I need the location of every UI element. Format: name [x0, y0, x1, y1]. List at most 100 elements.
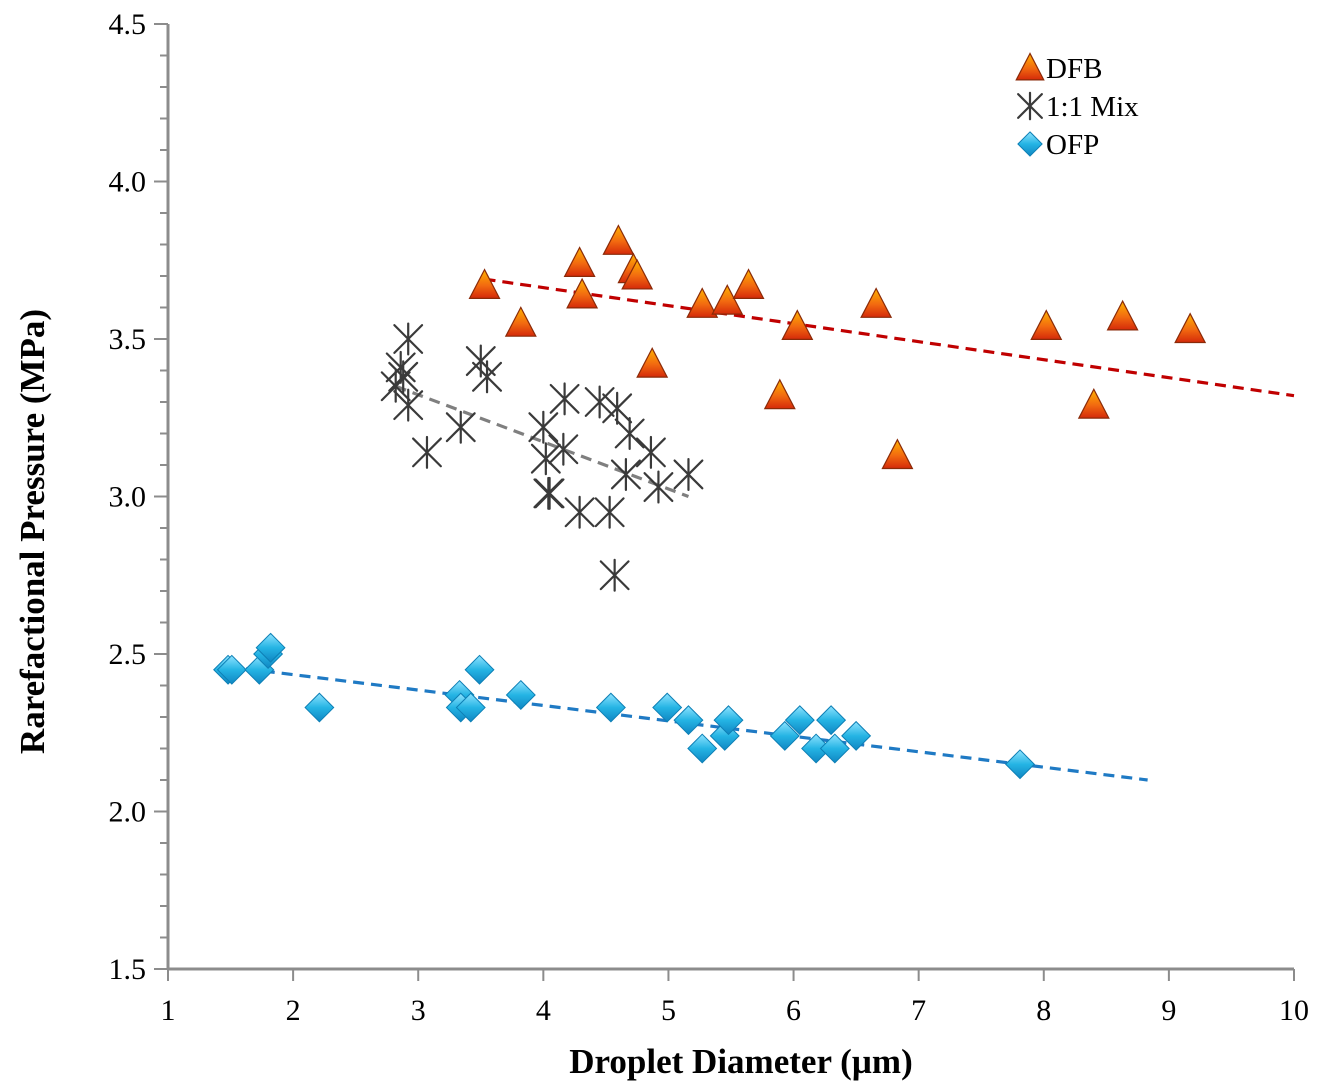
data-point-1-1-mix	[393, 322, 424, 356]
star-stroke	[614, 418, 645, 449]
data-point-1-1-mix	[635, 435, 666, 469]
star-stroke	[1017, 93, 1043, 119]
star-stroke	[643, 472, 674, 503]
legend-marker-ofp	[1017, 131, 1043, 157]
data-point-1-1-mix	[385, 350, 416, 384]
data-point-dfb	[1106, 299, 1139, 331]
x-tick-label: 3	[411, 994, 426, 1027]
data-point-1-1-mix	[388, 360, 419, 394]
series-dfb	[468, 224, 1207, 470]
data-point-1-1-mix	[610, 457, 641, 491]
data-point-ofp	[455, 692, 486, 723]
data-point-dfb	[1174, 312, 1207, 344]
x-tick-label: 6	[786, 994, 801, 1027]
data-point-ofp	[819, 733, 850, 764]
data-point-dfb	[468, 268, 501, 300]
data-point-dfb	[1030, 309, 1063, 340]
data-point-1-1-mix	[549, 382, 580, 416]
series-1-1-mix	[380, 322, 704, 592]
data-point-ofp	[816, 705, 847, 736]
x-tick-label: 8	[1036, 994, 1051, 1027]
data-point-ofp	[595, 692, 626, 723]
data-point-dfb	[636, 347, 669, 378]
star-stroke	[602, 393, 633, 424]
x-tick-label: 9	[1161, 994, 1176, 1027]
data-point-1-1-mix	[614, 417, 645, 450]
star-stroke	[673, 459, 704, 490]
y-tick-label: 4.5	[109, 8, 147, 41]
legend-label-ofp: OFP	[1046, 129, 1099, 161]
y-tick-label: 4.0	[109, 166, 147, 199]
data-point-1-1-mix	[643, 470, 674, 504]
data-point-1-1-mix	[530, 442, 561, 476]
legend-marker-1-1-mix	[1017, 91, 1043, 121]
star-stroke	[445, 412, 476, 443]
legend-marker-dfb	[1015, 52, 1045, 81]
data-point-ofp	[652, 692, 683, 723]
star-stroke	[465, 346, 496, 377]
x-tick-label: 10	[1279, 994, 1309, 1027]
data-point-1-1-mix	[564, 495, 595, 529]
y-tick-label: 2.0	[109, 796, 147, 829]
data-point-dfb	[563, 246, 596, 277]
star-stroke	[388, 361, 419, 392]
data-point-dfb	[602, 224, 635, 255]
data-point-dfb	[763, 378, 796, 410]
data-point-dfb	[621, 258, 654, 290]
data-point-ofp	[784, 705, 815, 736]
x-tick-label: 2	[286, 994, 301, 1027]
trendline-ofp	[227, 665, 1148, 782]
data-point-ofp	[673, 705, 704, 736]
series-ofp	[213, 632, 1036, 780]
x-axis-title: Droplet Diameter (µm)	[569, 1042, 912, 1081]
trendline-1-1-mix	[395, 384, 690, 498]
data-point-1-1-mix	[584, 385, 615, 419]
data-point-1-1-mix	[528, 410, 559, 444]
trendline-dfb	[484, 277, 1295, 398]
data-point-1-1-mix	[534, 476, 565, 510]
star-stroke	[534, 478, 565, 509]
y-tick-label: 3.0	[109, 481, 147, 514]
data-point-1-1-mix	[393, 388, 424, 422]
star-stroke	[599, 560, 630, 591]
star-stroke	[548, 434, 579, 465]
star-stroke	[610, 459, 641, 490]
star-stroke	[530, 443, 561, 474]
data-point-dfb	[860, 287, 893, 318]
star-stroke	[635, 437, 666, 468]
trendlines	[227, 277, 1295, 782]
data-point-1-1-mix	[594, 495, 625, 529]
data-point-ofp	[255, 632, 286, 663]
y-tick-label: 2.5	[109, 638, 147, 671]
x-tick-label: 5	[661, 994, 676, 1027]
star-stroke	[393, 324, 424, 354]
data-point-dfb	[881, 438, 914, 470]
data-point-ofp	[304, 692, 335, 723]
data-point-ofp	[713, 705, 744, 736]
data-point-1-1-mix	[673, 457, 704, 491]
star-stroke	[549, 383, 580, 414]
axes: 1.5 2.0 2.5 3.0 3.5 4.0 4.5 1 2 3 4 5 6 7 8 9 10	[109, 8, 1310, 1027]
y-axis-title: Rarefactional Pressure (MPa)	[13, 309, 52, 754]
data-point-1-1-mix	[602, 391, 633, 425]
legend: DFB 1:1 Mix OFP	[1015, 52, 1139, 161]
data-point-1-1-mix	[599, 558, 630, 592]
data-point-ofp	[769, 720, 800, 751]
star-stroke	[385, 352, 416, 383]
y-tick-label: 3.5	[109, 323, 147, 356]
data-point-dfb	[566, 277, 599, 309]
y-tick-label: 1.5	[109, 953, 147, 986]
legend-label-dfb: DFB	[1046, 53, 1102, 85]
data-point-ofp	[841, 720, 872, 751]
data-point-dfb	[504, 306, 537, 337]
data-point-1-1-mix	[445, 410, 476, 444]
star-stroke	[472, 361, 502, 392]
data-point-ofp	[464, 654, 495, 685]
x-tick-label: 1	[161, 994, 176, 1027]
data-point-dfb	[732, 268, 765, 300]
data-point-dfb	[686, 287, 719, 318]
star-stroke	[584, 387, 615, 417]
star-stroke	[594, 497, 625, 528]
data-point-ofp	[216, 654, 247, 685]
